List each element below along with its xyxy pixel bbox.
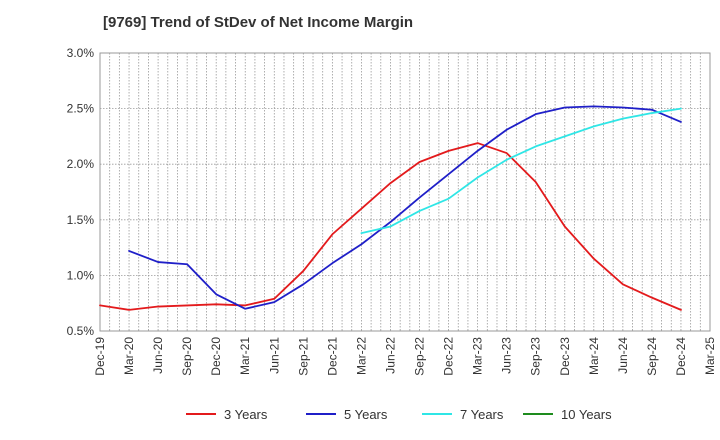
legend-label: 7 Years [460, 407, 504, 422]
x-tick-label: Mar-20 [122, 337, 136, 375]
x-tick-label: Sep-20 [180, 337, 194, 376]
x-tick-label: Dec-22 [442, 337, 456, 376]
chart-title: [9769] Trend of StDev of Net Income Marg… [103, 14, 414, 31]
x-tick-label: Dec-21 [325, 337, 339, 376]
x-tick-label: Mar-23 [471, 337, 485, 375]
x-tick-label: Sep-21 [296, 337, 310, 376]
series-line-7-years [360, 107, 682, 235]
x-tick-label: Dec-23 [558, 337, 572, 376]
y-tick-label: 1.5% [67, 213, 95, 227]
x-tick-label: Sep-22 [413, 337, 427, 376]
legend: 3 Years 5 Years 7 Years 10 Years [186, 407, 612, 422]
x-tick-label: Jun-22 [383, 337, 397, 374]
series-layer [99, 105, 682, 311]
y-tick-label: 2.5% [67, 102, 95, 116]
y-tick-label: 1.0% [67, 268, 95, 282]
plot-frame [99, 52, 711, 332]
series-line-3-years [99, 142, 682, 311]
x-axis-ticks: Dec-19 Mar-20 Jun-20 Sep-20 Dec-20 Mar-21 Jun-… [93, 337, 717, 376]
x-tick-label: Mar-24 [587, 337, 601, 375]
x-tick-label: Mar-21 [238, 337, 252, 375]
x-tick-label: Jun-24 [616, 337, 630, 374]
legend-label: 10 Years [561, 407, 612, 422]
x-tick-label: Sep-23 [529, 337, 543, 376]
x-tick-label: Dec-24 [674, 337, 688, 376]
x-tick-label: Jun-20 [151, 337, 165, 374]
y-tick-label: 3.0% [67, 46, 95, 60]
y-tick-label: 0.5% [67, 324, 95, 338]
x-tick-label: Jun-23 [500, 337, 514, 374]
y-axis-ticks: 0.5% 1.0% 1.5% 2.0% 2.5% 3.0% [67, 46, 95, 338]
legend-label: 5 Years [344, 407, 388, 422]
x-tick-label: Mar-22 [354, 337, 368, 375]
x-tick-label: Dec-19 [93, 337, 107, 376]
grid [100, 53, 710, 331]
series-line-5-years [128, 105, 682, 310]
x-tick-label: Sep-24 [645, 337, 659, 376]
legend-label: 3 Years [224, 407, 268, 422]
x-tick-label: Jun-21 [267, 337, 281, 374]
x-tick-label: Mar-25 [703, 337, 717, 375]
y-tick-label: 2.0% [67, 157, 95, 171]
x-tick-label: Dec-20 [209, 337, 223, 376]
